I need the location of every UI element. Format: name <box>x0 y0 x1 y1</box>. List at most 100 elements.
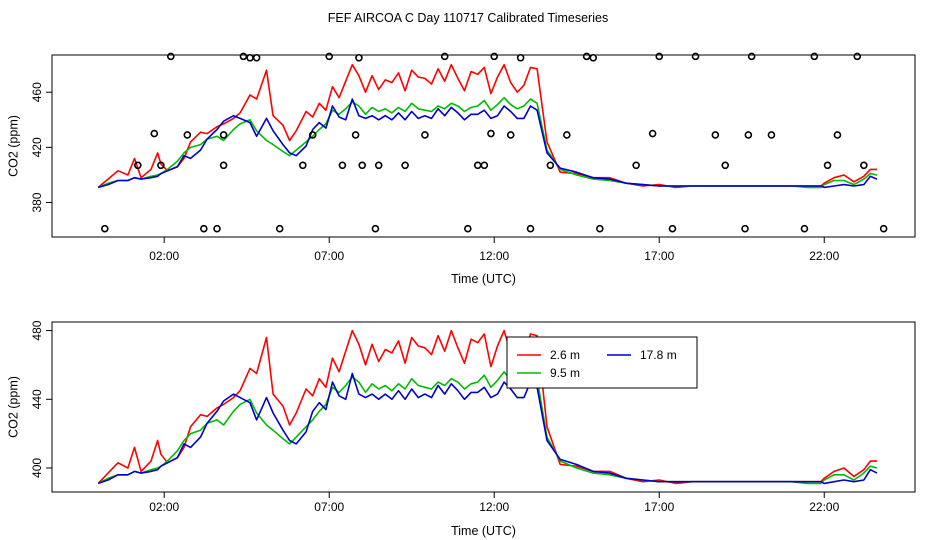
annotation-circle <box>632 161 640 170</box>
legend-label: 2.6 m <box>550 348 580 362</box>
annotation-circle <box>401 161 409 170</box>
annotation-circle <box>546 161 555 170</box>
y-tick-label: 440 <box>30 389 44 409</box>
annotation-circle <box>582 52 591 61</box>
legend-entry: 17.8 m <box>607 348 677 362</box>
annotation-circle <box>655 52 664 61</box>
y-tick-label: 480 <box>30 320 44 340</box>
annotation-circle <box>711 131 720 139</box>
y-axis-label: CO2 (ppm) <box>6 376 20 438</box>
y-axis-label: CO2 (ppm) <box>6 115 20 177</box>
series-line-17-8-m <box>97 372 878 485</box>
x-tick-label: 07:00 <box>314 249 344 263</box>
x-tick-label: 12:00 <box>479 249 509 263</box>
x-tick-label: 07:00 <box>314 500 344 514</box>
annotation-circle <box>648 129 657 138</box>
annotation-circle <box>219 161 228 170</box>
legend-box <box>506 336 698 389</box>
annotation-circle <box>351 131 360 139</box>
series-line-9-5-m <box>97 96 878 189</box>
annotation-circle <box>239 52 248 61</box>
y-tick-label: 380 <box>30 192 44 212</box>
annotation-circle <box>167 52 175 61</box>
annotation-circle <box>596 224 604 233</box>
chart-panel-top: 02:00 07:00 12:00 17:00 22:00 380 420 460 Time (… <box>6 52 916 286</box>
y-tick-label: 460 <box>30 82 44 102</box>
y-tick-label: 420 <box>30 137 44 157</box>
annotation-circle <box>252 53 261 62</box>
legend-label: 9.5 m <box>550 366 580 380</box>
legend-label: 17.8 m <box>640 348 677 362</box>
annotation-circle <box>183 131 192 139</box>
annotation-circle <box>563 131 571 139</box>
annotation-markers <box>101 52 888 233</box>
annotation-circle <box>810 52 819 61</box>
x-tick-label: 02:00 <box>149 500 179 514</box>
annotation-circle <box>721 161 730 170</box>
annotation-circle <box>150 129 159 138</box>
annotation-circle <box>516 53 525 62</box>
annotation-circle <box>741 224 749 233</box>
annotation-circle <box>744 131 753 139</box>
series-line-2-6-m <box>97 329 877 485</box>
plot-frame <box>51 321 916 493</box>
annotation-circle <box>246 53 254 62</box>
annotation-circle <box>440 52 449 61</box>
series-line-17-8-m <box>97 98 878 189</box>
annotation-circle <box>464 224 472 233</box>
annotation-circle <box>526 224 535 233</box>
annotation-circle <box>371 224 380 233</box>
legend-entry: 2.6 m <box>517 348 580 362</box>
x-tick-label: 12:00 <box>479 500 509 514</box>
chart-panel-bottom: 02:00 07:00 12:00 17:00 22:00 400 440 480 Time (… <box>6 320 916 538</box>
annotation-circle <box>589 53 598 62</box>
annotation-circle <box>823 161 832 170</box>
x-tick-label: 17:00 <box>644 249 674 263</box>
annotation-circle <box>219 131 228 139</box>
annotation-circle <box>101 224 109 233</box>
series-group <box>97 63 878 189</box>
y-tick-label: 400 <box>30 458 44 478</box>
annotation-circle <box>853 52 862 61</box>
annotation-circle <box>490 52 499 61</box>
annotation-circle <box>421 131 429 139</box>
annotation-circle <box>358 161 367 170</box>
legend-entry: 9.5 m <box>517 366 580 380</box>
annotation-circle <box>374 161 383 170</box>
annotation-circle <box>833 131 842 139</box>
annotation-circle <box>473 161 482 170</box>
annotation-circle <box>480 161 489 170</box>
annotation-circle <box>487 129 495 138</box>
page-title: FEF AIRCOA C Day 110717 Calibrated Times… <box>328 11 608 25</box>
legend: 2.6 m 17.8 m 9.5 m <box>506 336 698 389</box>
x-tick-label: 22:00 <box>809 500 839 514</box>
series-line-2-6-m <box>97 63 877 189</box>
annotation-circle <box>275 224 284 233</box>
x-axis-label: Time (UTC) <box>451 272 516 286</box>
annotation-circle <box>800 224 809 233</box>
x-tick-label: 17:00 <box>644 500 674 514</box>
annotation-circle <box>299 161 307 170</box>
annotation-circle <box>325 52 334 61</box>
x-tick-label: 22:00 <box>809 249 839 263</box>
annotation-circle <box>691 52 700 61</box>
annotation-circle <box>668 224 677 233</box>
annotation-circle <box>879 224 888 233</box>
annotation-circle <box>355 53 363 62</box>
annotation-circle <box>308 131 317 139</box>
annotation-circle <box>767 131 776 139</box>
annotation-circle <box>338 161 347 170</box>
plot-frame <box>51 54 916 238</box>
annotation-circle <box>506 131 515 139</box>
annotation-circle <box>860 161 868 170</box>
x-axis-label: Time (UTC) <box>451 524 516 538</box>
annotation-circle <box>747 52 756 61</box>
annotation-circle <box>200 224 208 233</box>
annotation-circle <box>134 161 142 170</box>
annotation-circle <box>213 224 221 233</box>
series-line-9-5-m <box>97 370 878 485</box>
series-group <box>97 329 878 485</box>
x-tick-label: 02:00 <box>149 249 179 263</box>
annotation-circle <box>157 161 165 170</box>
